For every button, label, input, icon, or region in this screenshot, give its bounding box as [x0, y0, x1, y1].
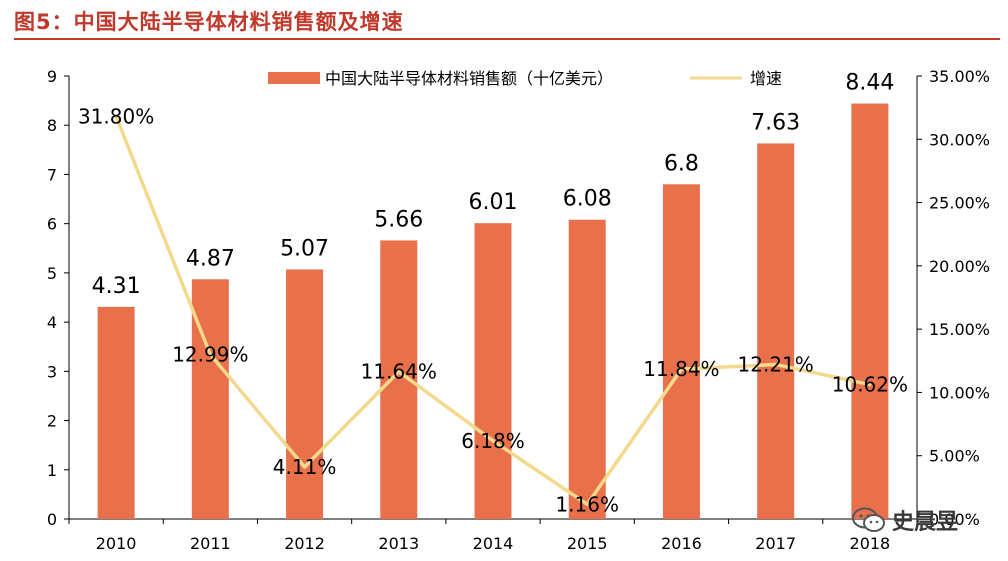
growth-value-label: 11.64% [361, 360, 437, 384]
bar [97, 306, 135, 519]
legend-label-growth: 增速 [750, 69, 782, 88]
y-left-tick-label: 1 [47, 461, 57, 480]
growth-value-label: 31.80% [78, 105, 154, 129]
bar-value-label: 8.44 [845, 71, 894, 96]
bar [474, 223, 512, 519]
bar-value-label: 5.66 [374, 207, 423, 232]
bar-value-label: 6.08 [563, 187, 612, 212]
growth-line-group [114, 115, 872, 507]
axes-group: 0 1 2 3 4 5 6 7 8 9 0.00% 5.00% 10.00% 15.00% 20.00% 25… [47, 67, 990, 553]
growth-point [679, 367, 683, 371]
growth-point [585, 502, 589, 506]
x-tick-label: 2013 [378, 534, 419, 553]
growth-point [868, 383, 872, 387]
bar-value-label: 6.8 [664, 151, 699, 176]
y-left-tick-label: 2 [47, 412, 57, 431]
y-left-tick-label: 9 [47, 67, 57, 86]
y-left-tick-label: 4 [47, 313, 57, 332]
title-divider [14, 38, 1000, 40]
growth-value-label: 11.84% [643, 357, 719, 381]
y-right-tick-label: 20.00% [929, 257, 990, 276]
data-labels-group: 4.31 4.87 5.07 5.66 6.01 6.08 6.8 7.63 8.44 31.80… [78, 71, 908, 517]
bar [662, 184, 700, 520]
x-tick-label: 2015 [567, 534, 608, 553]
y-right-tick-label: 10.00% [929, 383, 990, 402]
growth-value-label: 6.18% [461, 429, 525, 453]
growth-value-label: 1.16% [555, 492, 619, 516]
x-tick-label: 2017 [755, 534, 796, 553]
y-left-tick-label: 7 [47, 165, 57, 184]
bar [568, 219, 606, 519]
wechat-icon [852, 507, 885, 532]
growth-value-label: 12.99% [172, 343, 248, 367]
x-tick-label: 2018 [850, 534, 891, 553]
growth-point [491, 439, 495, 443]
growth-point [774, 362, 778, 366]
x-tick-label: 2010 [96, 534, 137, 553]
y-right-tick-label: 15.00% [929, 320, 990, 339]
bar [757, 143, 795, 519]
bar [286, 269, 324, 519]
y-right-tick-label: 35.00% [929, 67, 990, 86]
y-left-tick-label: 3 [47, 362, 57, 381]
y-right-tick-label: 30.00% [929, 130, 990, 149]
growth-point [303, 465, 307, 469]
bar-value-label: 4.87 [186, 246, 235, 271]
watermark: 史晨昱 [850, 503, 995, 537]
bar [851, 103, 889, 519]
growth-value-label: 12.21% [738, 352, 814, 376]
bar-value-label: 4.31 [92, 274, 141, 299]
growth-point [208, 353, 212, 357]
legend-swatch-sales [268, 72, 320, 84]
y-left-tick-label: 8 [47, 116, 57, 135]
x-tick-label: 2014 [473, 534, 514, 553]
y-left-tick-label: 6 [47, 215, 57, 234]
x-tick-label: 2016 [661, 534, 702, 553]
watermark-text: 史晨昱 [892, 510, 959, 535]
bar-value-label: 7.63 [751, 110, 800, 135]
bar-value-label: 6.01 [469, 190, 518, 215]
y-left-tick-label: 5 [47, 264, 57, 283]
x-tick-label: 2012 [284, 534, 325, 553]
y-left-tick-label: 0 [47, 510, 57, 529]
x-tick-label: 2011 [190, 534, 231, 553]
figure-title: 图5：中国大陆半导体材料销售额及增速 [14, 10, 404, 34]
growth-value-label: 10.62% [832, 373, 908, 397]
y-right-tick-label: 25.00% [929, 194, 990, 213]
legend-label-sales: 中国大陆半导体材料销售额（十亿美元） [325, 69, 613, 88]
legend: 中国大陆半导体材料销售额（十亿美元） 增速 [268, 69, 782, 88]
bars-group [97, 103, 889, 520]
y-right-tick-label: 5.00% [929, 447, 980, 466]
bar-value-label: 5.07 [280, 236, 329, 261]
bar [191, 279, 229, 519]
growth-point [397, 370, 401, 374]
growth-value-label: 4.11% [273, 455, 337, 479]
growth-point [114, 115, 118, 119]
y-right-tick-label: 0.00% [929, 510, 980, 529]
